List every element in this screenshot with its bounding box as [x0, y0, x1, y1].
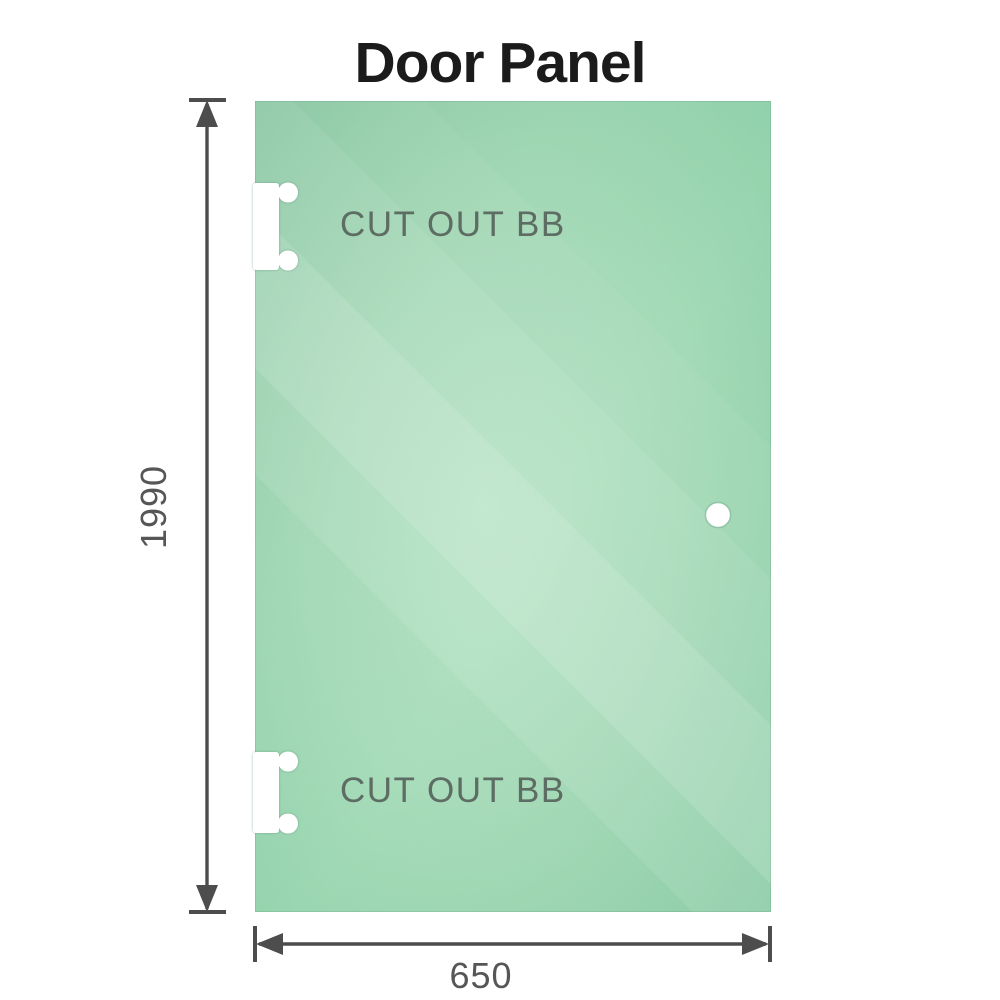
height-dimension-label: 1990	[133, 465, 174, 549]
width-dimension-right-tick	[768, 926, 772, 962]
glass-reflection-streaks-overlay	[255, 101, 771, 912]
arrow-up-icon	[196, 100, 218, 127]
arrow-down-icon	[196, 885, 218, 912]
handle-hole	[704, 501, 732, 529]
height-dimension	[189, 98, 226, 914]
height-dimension-top-cap	[189, 98, 226, 102]
arrow-left-icon	[256, 933, 283, 955]
glass-panel-outline	[255, 101, 771, 912]
cutout-label-top: CUT OUT BB	[340, 205, 566, 244]
width-dimension-label: 650	[449, 955, 512, 996]
width-dimension-left-tick	[253, 926, 257, 962]
arrow-right-icon	[742, 933, 769, 955]
cutout-label-bottom: CUT OUT BB	[340, 771, 566, 810]
height-dimension-bottom-cap	[189, 910, 226, 914]
hinge-cutout-top	[253, 182, 298, 271]
page-title: Door Panel	[354, 31, 647, 95]
hinge-cutout-bottom	[253, 751, 298, 834]
door-panel: CUT OUT BB CUT OUT BB	[253, 101, 771, 912]
width-dimension	[253, 926, 772, 962]
